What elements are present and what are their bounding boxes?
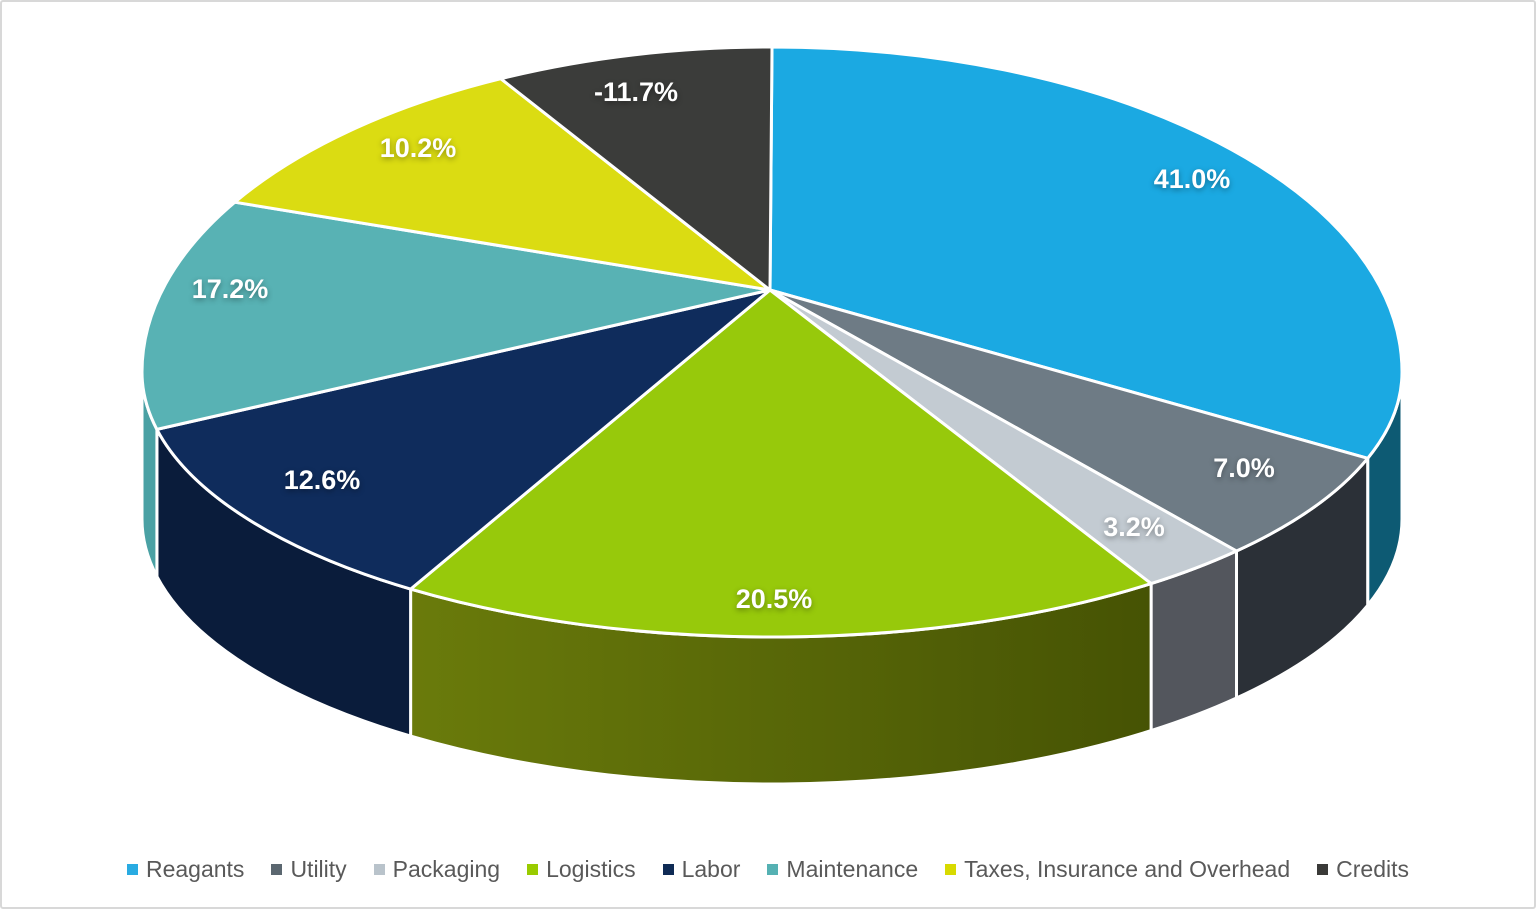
pie-slice-taxes-insurance-and-overhead[interactable] xyxy=(233,77,772,292)
legend-item-logistics[interactable]: Logistics xyxy=(527,856,636,883)
legend-label: Utility xyxy=(290,856,347,882)
data-label-reagants: 41.0% xyxy=(1154,164,1231,194)
data-label-labor: 12.6% xyxy=(284,465,361,495)
legend-label: Labor xyxy=(681,856,741,882)
data-label-credits: -11.7% xyxy=(594,77,678,107)
legend-label: Reagants xyxy=(145,856,245,882)
pie-slice-logistics[interactable] xyxy=(409,288,1153,639)
legend-swatch-maintenance xyxy=(767,864,779,875)
legend-item-reagants[interactable]: Reagants xyxy=(126,856,245,883)
legend-label: Logistics xyxy=(546,856,636,882)
legend-item-packaging[interactable]: Packaging xyxy=(373,856,501,883)
legend-swatch-reagants xyxy=(126,864,138,875)
legend-label: Credits xyxy=(1336,856,1410,882)
pie-slice-credits[interactable] xyxy=(499,45,774,292)
legend-label: Packaging xyxy=(392,856,501,882)
legend-item-credits[interactable]: Credits xyxy=(1317,856,1409,883)
legend-item-utility[interactable]: Utility xyxy=(271,856,347,883)
legend-item-maintenance[interactable]: Maintenance xyxy=(767,856,918,883)
legend-label: Taxes, Insurance and Overhead xyxy=(964,856,1291,882)
pie-slice-maintenance[interactable] xyxy=(140,200,772,431)
legend-item-taxes-insurance-and-overhead[interactable]: Taxes, Insurance and Overhead xyxy=(945,856,1290,883)
pie-slice-labor[interactable] xyxy=(155,288,772,591)
pie-slice-reagants[interactable] xyxy=(768,45,1404,460)
data-label-taxes-insurance-and-overhead: 10.2% xyxy=(380,133,457,163)
pie-slice-utility[interactable] xyxy=(768,288,1370,553)
data-label-logistics: 20.5% xyxy=(736,584,813,614)
legend-swatch-utility xyxy=(271,864,283,875)
legend-swatch-credits xyxy=(1317,864,1329,875)
legend-swatch-packaging xyxy=(373,864,385,875)
legend-label: Maintenance xyxy=(786,856,919,882)
legend-item-labor[interactable]: Labor xyxy=(662,856,741,883)
data-label-packaging: 3.2% xyxy=(1103,512,1165,542)
legend: Reagants Utility Packaging Logistics Labor Ma… xyxy=(2,856,1534,883)
legend-swatch-taxes-insurance-and-overhead xyxy=(945,864,957,875)
data-label-maintenance: 17.2% xyxy=(192,274,269,304)
legend-swatch-logistics xyxy=(527,864,539,875)
data-label-utility: 7.0% xyxy=(1213,453,1275,483)
legend-swatch-labor xyxy=(662,864,674,875)
